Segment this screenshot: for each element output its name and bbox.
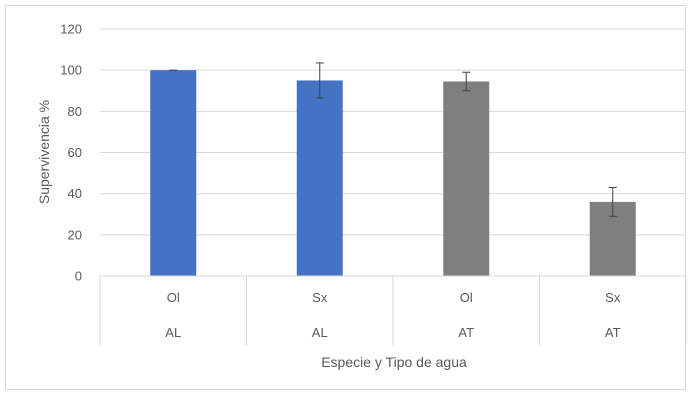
chart-frame (5, 5, 686, 390)
bar (443, 81, 490, 276)
y-axis-title: Supervivencia % (36, 100, 52, 204)
y-tick-labels: 0 20 40 60 80 100 120 (60, 22, 82, 284)
x-category-especie: Ol (460, 290, 473, 305)
y-tick-label: 40 (68, 186, 82, 201)
x-category-especie: Sx (312, 290, 328, 305)
x-category-especie: Sx (605, 290, 621, 305)
gridlines (100, 28, 686, 236)
x-category-tipo: AL (312, 325, 328, 340)
bars (150, 70, 636, 277)
y-tick-label: 100 (60, 63, 82, 78)
y-tick-label: 0 (75, 269, 82, 284)
x-category-especie: Ol (167, 290, 180, 305)
y-tick-label: 120 (60, 22, 82, 37)
x-category-tipo: AL (165, 325, 181, 340)
bar (296, 80, 343, 276)
y-tick-label: 80 (68, 104, 82, 119)
x-axis-title: Especie y Tipo de agua (321, 354, 467, 370)
x-category-tipo: AT (458, 325, 474, 340)
y-tick-label: 20 (68, 227, 82, 242)
x-category-tipo: AT (605, 325, 621, 340)
error-bars (169, 62, 617, 217)
x-axis-table: Ol AL Sx AL Ol AT Sx AT (99, 275, 687, 345)
y-tick-label: 60 (68, 145, 82, 160)
bar (150, 70, 197, 277)
